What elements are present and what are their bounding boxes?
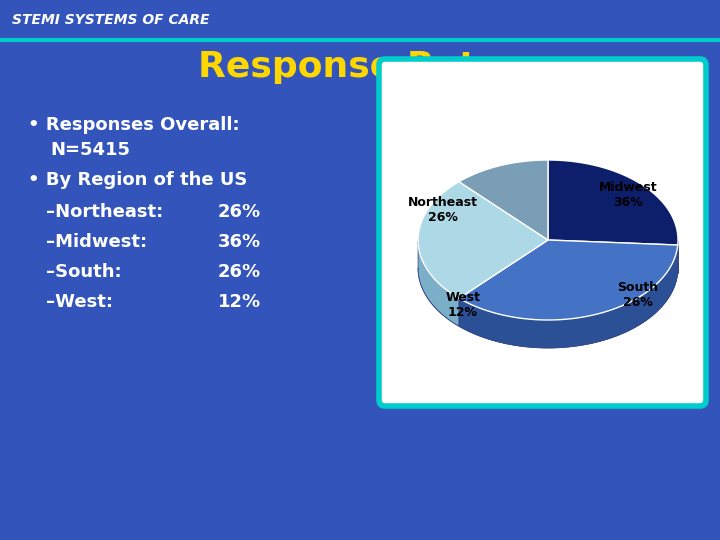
Text: Response Rates: Response Rates [198,50,522,84]
Text: • By Region of the US: • By Region of the US [28,171,248,189]
Text: –West:: –West: [46,293,113,311]
Text: –Midwest:: –Midwest: [46,233,147,251]
Text: N=5415: N=5415 [50,141,130,159]
Polygon shape [459,240,678,320]
Text: 36%: 36% [218,233,261,251]
Polygon shape [418,181,548,298]
Text: 12%: 12% [218,293,261,311]
Polygon shape [418,241,459,326]
Text: South
26%: South 26% [618,281,659,309]
FancyBboxPatch shape [379,59,706,406]
Text: 26%: 26% [218,263,261,281]
Text: –South:: –South: [46,263,122,281]
Polygon shape [548,160,678,245]
Polygon shape [459,160,548,240]
Text: Northeast
26%: Northeast 26% [408,196,478,224]
Polygon shape [459,245,678,348]
Text: –Northeast:: –Northeast: [46,203,163,221]
Text: • Responses Overall:: • Responses Overall: [28,116,240,134]
Text: 26%: 26% [218,203,261,221]
Text: STEMI SYSTEMS OF CARE: STEMI SYSTEMS OF CARE [12,13,210,27]
Text: West
12%: West 12% [446,291,480,319]
Text: Midwest
36%: Midwest 36% [599,181,657,209]
